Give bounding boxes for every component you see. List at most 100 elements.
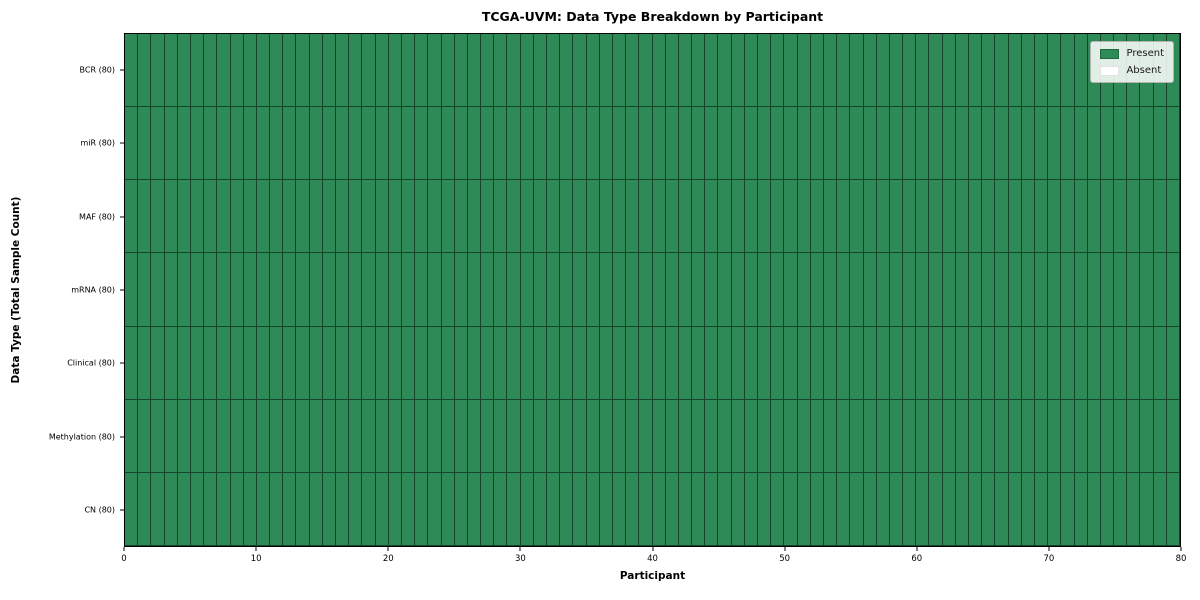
heatmap-cell xyxy=(982,107,996,181)
heatmap-cell xyxy=(243,326,257,400)
heatmap-cell xyxy=(336,34,350,108)
heatmap-cell xyxy=(190,326,205,400)
heatmap-cell xyxy=(903,107,917,181)
chart-title: TCGA-UVM: Data Type Breakdown by Partici… xyxy=(481,9,824,24)
heatmap-cell xyxy=(692,107,706,181)
heatmap-cell xyxy=(982,253,996,327)
heatmap-cell xyxy=(441,107,455,181)
heatmap-cell xyxy=(362,180,376,254)
heatmap-cell xyxy=(204,180,218,254)
x-tick-mark xyxy=(784,547,786,551)
heatmap-cell xyxy=(718,180,732,254)
heatmap-cell xyxy=(1074,34,1088,108)
heatmap-cell xyxy=(270,34,284,108)
heatmap-cell xyxy=(771,180,785,254)
heatmap-cell xyxy=(256,107,271,181)
heatmap-cell xyxy=(744,326,758,400)
heatmap-cell xyxy=(1021,472,1035,546)
heatmap-cell xyxy=(678,326,693,400)
heatmap-cell xyxy=(467,107,482,181)
heatmap-cell xyxy=(362,107,376,181)
heatmap-cell xyxy=(929,399,943,473)
heatmap-cell xyxy=(375,326,389,400)
heatmap-cell xyxy=(309,107,323,181)
heatmap-cell xyxy=(256,399,271,473)
legend: Present Absent xyxy=(1090,41,1174,83)
x-tick-label: 70 xyxy=(1043,554,1055,564)
heatmap-cell xyxy=(415,253,429,327)
heatmap-cell xyxy=(692,34,706,108)
heatmap-cell xyxy=(837,180,851,254)
heatmap-cell xyxy=(494,472,508,546)
heatmap-cell xyxy=(771,253,785,327)
heatmap-cell xyxy=(903,472,917,546)
heatmap-cell xyxy=(863,34,877,108)
heatmap-cell xyxy=(388,399,402,473)
legend-item-absent: Absent xyxy=(1100,65,1164,76)
heatmap-cell xyxy=(560,326,574,400)
heatmap-cell xyxy=(349,34,363,108)
heatmap-cell xyxy=(1061,472,1075,546)
heatmap-cell xyxy=(507,326,521,400)
plot-area: Present Absent xyxy=(124,33,1181,547)
heatmap-cell xyxy=(467,34,482,108)
heatmap-cell xyxy=(375,107,389,181)
heatmap-cell xyxy=(151,472,165,546)
x-tick-mark xyxy=(123,547,125,551)
heatmap-cell xyxy=(758,472,772,546)
heatmap-cell xyxy=(415,326,429,400)
heatmap-cell xyxy=(415,180,429,254)
heatmap-cell xyxy=(612,34,627,108)
heatmap-cell xyxy=(507,472,521,546)
heatmap-cell xyxy=(823,399,838,473)
heatmap-cell xyxy=(744,180,758,254)
heatmap-cell xyxy=(797,34,811,108)
heatmap-cell xyxy=(428,253,442,327)
heatmap-cell xyxy=(1048,253,1062,327)
heatmap-cell xyxy=(1166,107,1180,181)
heatmap-cell xyxy=(481,253,495,327)
heatmap-cell xyxy=(744,107,758,181)
heatmap-cell xyxy=(652,34,666,108)
heatmap-cell xyxy=(823,107,838,181)
heatmap-cell xyxy=(889,472,904,546)
heatmap-cell xyxy=(771,34,785,108)
heatmap-cell xyxy=(415,399,429,473)
heatmap-cell xyxy=(467,472,482,546)
heatmap-cell xyxy=(349,180,363,254)
heatmap-cell xyxy=(230,34,244,108)
heatmap-cell xyxy=(217,326,231,400)
heatmap-cell xyxy=(388,34,402,108)
heatmap-cell xyxy=(270,326,284,400)
x-tick-label: 20 xyxy=(382,554,394,564)
heatmap-cell xyxy=(850,180,864,254)
heatmap-cell xyxy=(283,399,297,473)
heatmap-cell xyxy=(533,107,547,181)
heatmap-cell xyxy=(889,326,904,400)
heatmap-cell xyxy=(692,180,706,254)
x-tick-mark xyxy=(916,547,918,551)
heatmap-cell xyxy=(612,180,627,254)
heatmap-cell xyxy=(665,180,679,254)
heatmap-cell xyxy=(309,399,323,473)
heatmap-cell xyxy=(230,472,244,546)
heatmap-cell xyxy=(467,399,482,473)
heatmap-cell xyxy=(190,34,205,108)
heatmap-cell xyxy=(428,34,442,108)
heatmap-cell xyxy=(573,34,587,108)
heatmap-cell xyxy=(810,399,824,473)
heatmap-cell xyxy=(1100,107,1115,181)
heatmap-cell xyxy=(626,34,640,108)
heatmap-cell xyxy=(270,472,284,546)
heatmap-cell xyxy=(164,326,178,400)
heatmap-cell xyxy=(481,107,495,181)
heatmap-cell xyxy=(1074,326,1088,400)
heatmap-cell xyxy=(1034,34,1049,108)
heatmap-cell xyxy=(810,34,824,108)
heatmap-cell xyxy=(1114,472,1128,546)
heatmap-cell xyxy=(863,472,877,546)
heatmap-cell xyxy=(322,326,336,400)
heatmap-cell xyxy=(349,326,363,400)
heatmap-cell xyxy=(639,326,653,400)
heatmap-cell xyxy=(995,34,1009,108)
